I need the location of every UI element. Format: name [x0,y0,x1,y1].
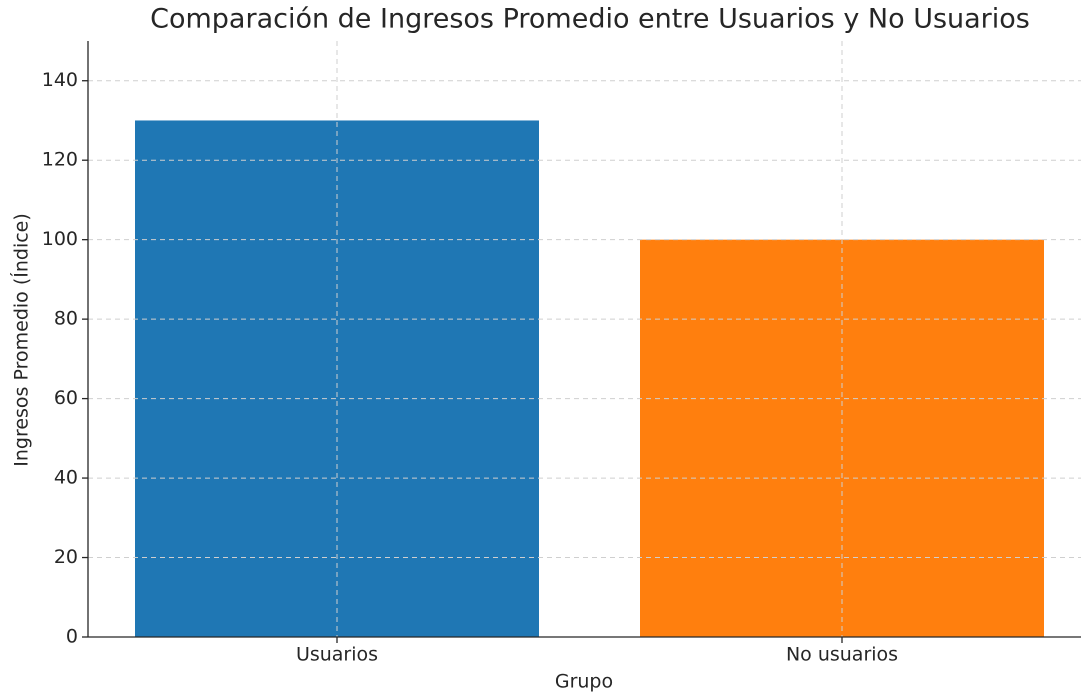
y-tick-label: 120 [42,149,78,171]
y-axis-label: Ingresos Promedio (Índice) [10,213,33,467]
chart-title: Comparación de Ingresos Promedio entre U… [150,4,1030,35]
y-tick-label: 60 [54,387,78,409]
y-tick-label: 140 [42,69,78,91]
y-tick-label: 20 [54,546,78,568]
x-tick-label: Usuarios [296,644,378,666]
y-tick-label: 0 [66,626,78,648]
y-tick-label: 40 [54,467,78,489]
y-tick-label: 80 [54,308,78,330]
x-axis-label: Grupo [555,671,613,693]
y-tick-label: 100 [42,228,78,250]
x-tick-label: No usuarios [786,644,898,666]
